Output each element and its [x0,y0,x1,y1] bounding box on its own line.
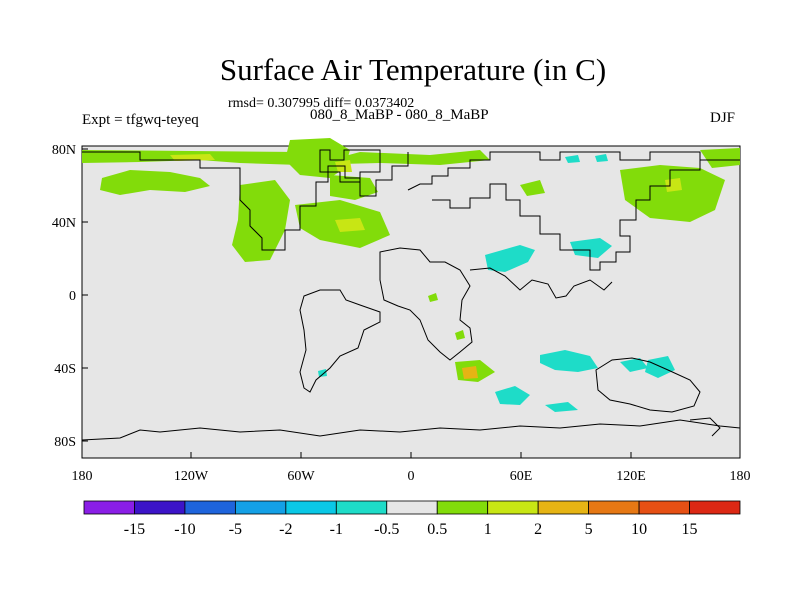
anomaly-region [335,218,365,232]
coastline-arabia-india [469,267,613,299]
anomaly-region [428,293,438,302]
anomaly-region [595,154,608,162]
negative-anomaly-regions [318,154,675,412]
coastline-south-america [299,289,381,393]
x-tick-label: 60E [510,469,533,484]
y-tick-label: 40S [54,362,76,377]
colorbar-swatch [83,500,135,515]
colorbar-swatch [134,500,186,515]
anomaly-region [318,369,327,377]
x-tick-label: 180 [730,469,751,484]
colorbar-swatch [689,500,741,515]
coastlines [81,149,741,441]
colorbar-label: 0.5 [427,521,447,538]
colorbar-swatch [638,500,690,515]
y-tick-label: 80N [52,143,76,158]
y-tick-label: 80S [54,435,76,450]
colorbar-swatch [487,500,539,515]
anomaly-region [700,148,740,168]
x-tick-label: 120E [616,469,646,484]
anomaly-region [495,386,530,405]
coastline-africa [379,247,473,361]
anomaly-region [565,155,580,163]
anomaly-region [100,170,210,195]
colorbar-label: 15 [682,521,698,538]
colorbar-label: -2 [279,521,292,538]
anomaly-region [570,238,612,258]
case-name: 080_8_MaBP - 080_8_MaBP [310,107,489,123]
coastline-australia [595,357,701,413]
colorbar-label: -0.5 [374,521,399,538]
anomaly-region [330,175,378,200]
anomaly-region [232,180,290,262]
anomaly-region [170,154,215,161]
colorbar-swatch [184,500,236,515]
anomaly-region [620,165,725,222]
colorbar-label: 1 [484,521,492,538]
positive-anomaly-regions [82,138,740,382]
anomaly-region [665,178,682,192]
x-tick-label: 120W [174,469,209,484]
anomaly-region [455,330,465,340]
experiment-label: Expt = tfgwq-teyeq [82,112,199,128]
colorbar-swatch [588,500,640,515]
x-tick-label: 180 [72,469,93,484]
x-tick-label: 60W [287,469,315,484]
colorbar-label: 2 [534,521,542,538]
coastline-eurasia [407,151,740,271]
coastline-antarctica [81,419,741,441]
colorbar-swatch [386,500,438,515]
anomaly-region [620,358,648,372]
colorbar-swatch [537,500,590,515]
colorbar-swatch [234,500,287,515]
colorbar-label: -10 [174,521,195,538]
colorbar-label: -15 [124,521,145,538]
colorbar-label: 5 [585,521,593,538]
anomaly-region [645,356,675,378]
y-tick-label: 40N [52,216,76,231]
colorbar-swatch [436,500,489,515]
anomaly-region [540,350,598,372]
colorbar: -15 -10 -5 -2 -1 -0.5 0.5 1 2 5 10 15 [83,500,741,538]
x-tick-label: 0 [408,469,415,484]
anomaly-region [485,245,535,272]
coastline-north-america [82,151,409,251]
colorbar-swatch [335,500,388,515]
anomaly-region [285,138,350,178]
colorbar-label: 10 [631,521,647,538]
colorbar-label: -5 [229,521,242,538]
coastline-greenland [319,149,381,183]
colorbar-swatch [285,500,337,515]
warm-anomaly-patches [170,154,682,232]
anomaly-region [520,180,545,196]
coastline-new-zealand [689,417,721,437]
rmsd-stats: rmsd= 0.307995 diff= 0.0373402 [228,96,415,111]
anomaly-region [545,402,578,412]
page-title: Surface Air Temperature (in C) [219,52,607,87]
anomaly-region [462,366,478,379]
season-label: DJF [710,110,736,126]
axis-ticks [81,148,741,458]
y-tick-label: 0 [69,289,76,304]
colorbar-label: -1 [330,521,343,538]
